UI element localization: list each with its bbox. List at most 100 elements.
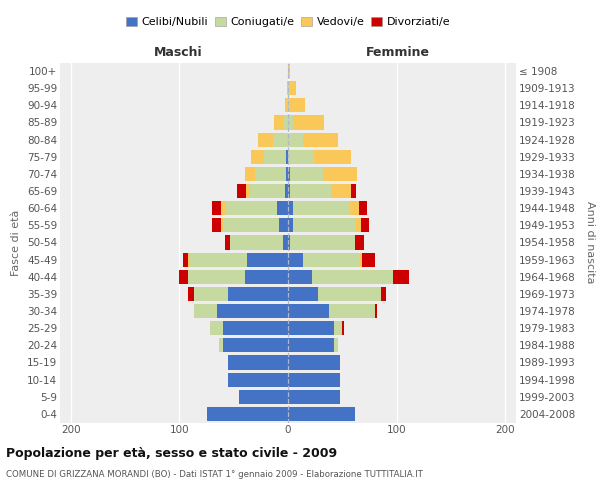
Bar [350, 201, 359, 215]
Bar [286, 167, 288, 181]
Bar [285, 98, 287, 112]
Bar [212, 218, 221, 232]
Bar [274, 116, 283, 130]
Bar [303, 252, 359, 266]
Bar [334, 338, 338, 352]
Bar [293, 201, 350, 215]
Bar [359, 252, 362, 266]
Bar [288, 372, 340, 386]
Bar [251, 150, 264, 164]
Bar [290, 236, 355, 250]
Bar [361, 218, 370, 232]
Bar [273, 132, 288, 146]
Bar [293, 218, 356, 232]
Bar [256, 167, 286, 181]
Bar [288, 407, 355, 421]
Bar [290, 81, 296, 95]
Bar [221, 201, 225, 215]
Bar [218, 338, 223, 352]
Bar [382, 287, 386, 301]
Bar [287, 98, 288, 112]
Bar [245, 167, 256, 181]
Bar [342, 321, 344, 335]
Bar [288, 338, 334, 352]
Bar [247, 252, 288, 266]
Bar [359, 201, 367, 215]
Y-axis label: Anni di nascita: Anni di nascita [585, 201, 595, 284]
Bar [223, 338, 288, 352]
Bar [182, 252, 188, 266]
Bar [288, 132, 303, 146]
Bar [225, 236, 230, 250]
Bar [288, 252, 303, 266]
Bar [221, 218, 223, 232]
Bar [277, 201, 288, 215]
Bar [288, 98, 290, 112]
Bar [212, 201, 221, 215]
Bar [237, 184, 245, 198]
Bar [217, 304, 288, 318]
Bar [223, 321, 288, 335]
Bar [194, 304, 217, 318]
Bar [351, 184, 356, 198]
Bar [303, 132, 338, 146]
Bar [280, 218, 288, 232]
Bar [179, 270, 188, 284]
Bar [312, 270, 394, 284]
Bar [225, 201, 277, 215]
Bar [288, 304, 329, 318]
Bar [188, 287, 194, 301]
Bar [288, 287, 319, 301]
Bar [228, 356, 288, 370]
Bar [290, 98, 305, 112]
Bar [375, 304, 377, 318]
Bar [210, 321, 223, 335]
Bar [194, 287, 228, 301]
Bar [223, 218, 280, 232]
Bar [228, 372, 288, 386]
Bar [355, 236, 364, 250]
Bar [314, 150, 351, 164]
Y-axis label: Fasce di età: Fasce di età [11, 210, 22, 276]
Bar [356, 218, 361, 232]
Bar [288, 390, 340, 404]
Bar [288, 201, 293, 215]
Bar [288, 64, 290, 78]
Bar [293, 116, 324, 130]
Text: Maschi: Maschi [154, 46, 203, 59]
Bar [250, 184, 285, 198]
Bar [264, 150, 286, 164]
Bar [245, 270, 288, 284]
Bar [287, 81, 288, 95]
Bar [288, 116, 293, 130]
Bar [288, 150, 314, 164]
Bar [334, 321, 342, 335]
Text: Femmine: Femmine [365, 46, 430, 59]
Text: Popolazione per età, sesso e stato civile - 2009: Popolazione per età, sesso e stato civil… [6, 448, 337, 460]
Bar [245, 184, 250, 198]
Bar [206, 407, 288, 421]
Legend: Celibi/Nubili, Coniugati/e, Vedovi/e, Divorziati/e: Celibi/Nubili, Coniugati/e, Vedovi/e, Di… [121, 12, 455, 32]
Bar [228, 287, 288, 301]
Bar [329, 304, 375, 318]
Bar [283, 116, 288, 130]
Bar [319, 287, 382, 301]
Bar [288, 81, 290, 95]
Bar [286, 150, 288, 164]
Bar [257, 132, 273, 146]
Bar [283, 236, 288, 250]
Bar [288, 321, 334, 335]
Bar [290, 167, 323, 181]
Bar [394, 270, 409, 284]
Bar [290, 184, 331, 198]
Bar [288, 218, 293, 232]
Bar [188, 270, 245, 284]
Bar [288, 236, 290, 250]
Bar [362, 252, 375, 266]
Bar [288, 270, 312, 284]
Bar [331, 184, 351, 198]
Bar [323, 167, 358, 181]
Bar [239, 390, 288, 404]
Bar [288, 167, 290, 181]
Bar [288, 356, 340, 370]
